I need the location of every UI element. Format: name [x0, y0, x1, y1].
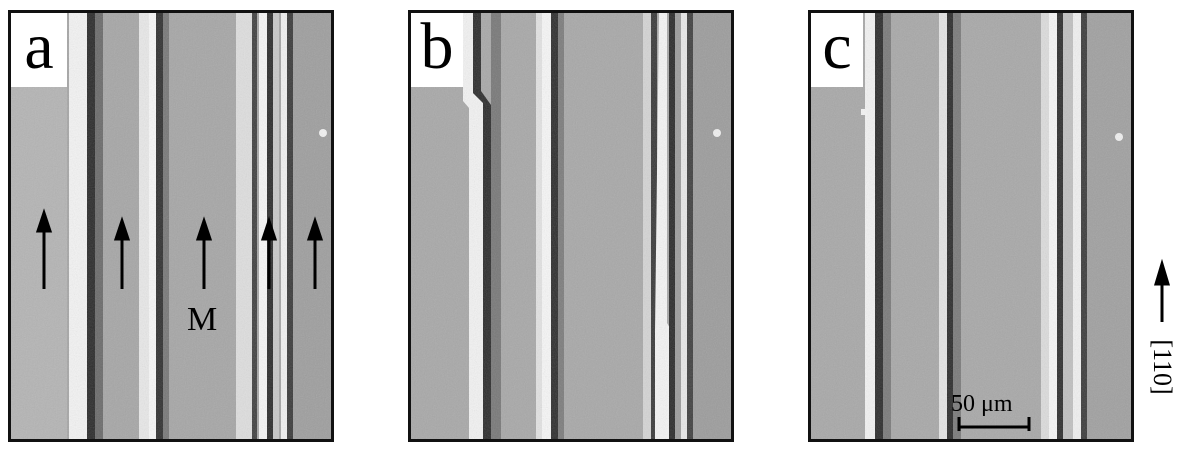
panel-label-a: a — [11, 13, 67, 87]
micrograph-panel-c: c 50 μm — [808, 10, 1134, 442]
direction-arrow-head — [1153, 258, 1171, 286]
scale-bar-label: 50 μm — [951, 391, 1013, 417]
micrograph-panel-a: a M — [8, 10, 334, 442]
marker-label-m: M — [187, 301, 218, 338]
crystal-direction-label: [110] — [1148, 339, 1177, 395]
micrograph-panel-b: b — [408, 10, 734, 442]
domain-stripes-b — [411, 13, 731, 439]
domain-stripes-c — [811, 13, 1131, 439]
panel-label-c: c — [811, 13, 863, 87]
panel-label-b: b — [411, 13, 463, 87]
magnetization-arrows — [35, 208, 324, 289]
scale-bar — [957, 417, 1031, 431]
up-arrow-head-1 — [35, 208, 53, 233]
